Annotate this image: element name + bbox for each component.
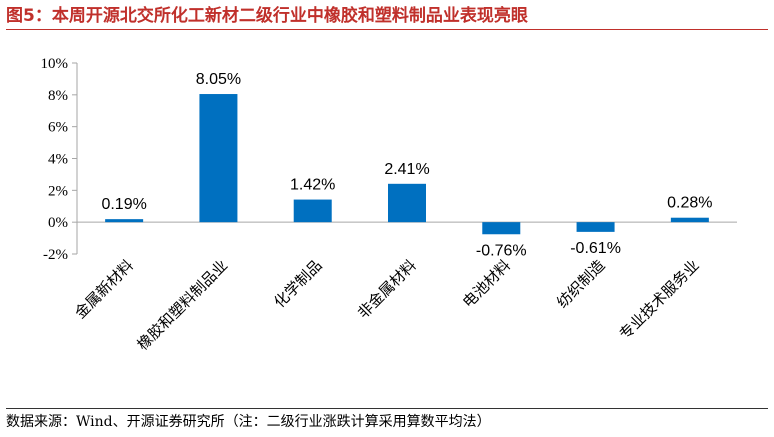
category-label: 专业技术服务业 [616,256,703,343]
source-rule [6,408,768,409]
data-labels: 0.19% 8.05% 1.42% 2.41% -0.76% -0.61% 0.28% [101,71,712,259]
category-label: 非金属材料 [354,256,420,322]
source-note: 数据来源：Wind、开源证券研究所（注：二级行业涨跌计算采用算数平均法） [6,414,491,430]
bar [388,183,426,223]
bar [293,199,332,223]
y-tick-label: -2% [43,247,68,263]
data-label: 2.41% [384,161,429,178]
category-label: 纺织制造 [553,256,608,311]
data-label: 1.42% [290,177,335,194]
bars [105,94,709,235]
data-label: -0.61% [570,240,621,257]
bar [482,222,521,235]
y-tick-label: 0% [48,215,68,231]
y-tick-label: 2% [48,183,68,199]
data-label: -0.76% [476,242,527,259]
y-tick-label: 8% [48,88,68,104]
category-label: 化学制品 [270,256,325,311]
bar-chart: 10% 8% 6% 4% 2% 0% -2% 0.19% 8.05% 1.42% 2.41% -0.… [41,56,737,354]
category-label: 橡胶和塑料制品业 [134,256,232,354]
bar [105,219,144,223]
category-label: 电池材料 [459,256,514,311]
figure-title: 图5：本周开源北交所化工新材二级行业中橡胶和塑料制品业表现亮眼 [6,6,528,26]
bar [670,217,709,223]
y-tick-label: 4% [48,152,68,168]
data-label: 8.05% [196,71,241,88]
data-label: 0.28% [667,195,712,212]
y-tick-label: 6% [48,120,68,136]
y-axis: 10% 8% 6% 4% 2% 0% -2% [41,56,737,263]
bar [576,222,615,232]
y-tick-label: 10% [41,56,69,72]
title-rule [6,29,768,30]
category-label: 金属新材料 [71,256,137,322]
bar [199,94,238,223]
data-label: 0.19% [101,196,146,213]
